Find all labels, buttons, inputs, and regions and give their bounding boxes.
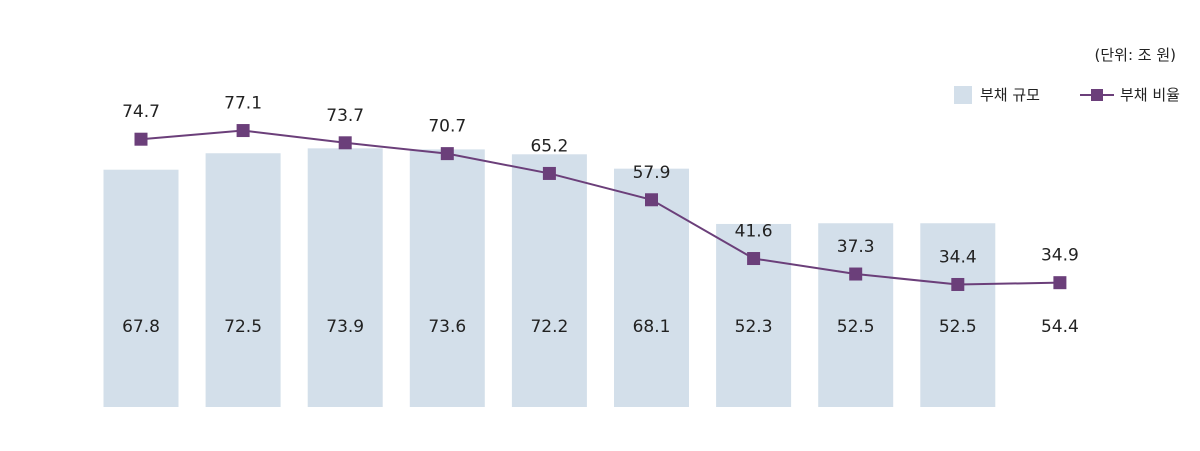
line-value-label: 77.1 <box>224 94 262 114</box>
bar-value-label: 68.1 <box>633 317 671 337</box>
bar <box>920 223 996 407</box>
bar-value-label: 73.9 <box>326 317 364 337</box>
legend-line-marker <box>1079 86 1114 104</box>
bar <box>205 153 281 407</box>
line-point <box>338 136 352 150</box>
line-point <box>951 277 965 291</box>
bar <box>103 169 179 407</box>
bar <box>716 223 792 407</box>
bar-value-label: 73.6 <box>428 317 466 337</box>
line-point <box>440 147 454 161</box>
line-value-label: 65.2 <box>530 136 568 156</box>
line-value-label: 57.9 <box>633 163 671 183</box>
unit-label: (단위: 조 원) <box>1094 46 1177 64</box>
line-point <box>645 193 658 207</box>
bar-value-labels: 67.8 72.5 73.9 73.6 72.2 68.1 52.3 52.5 52.5 54.4 <box>122 317 1079 337</box>
line-point <box>236 124 250 138</box>
bar-value-label: 52.3 <box>735 317 773 337</box>
line-value-label: 74.7 <box>122 102 160 122</box>
line-value-label: 34.4 <box>939 247 977 267</box>
bar-value-label: 52.5 <box>837 317 875 337</box>
bar <box>409 149 485 407</box>
line-value-labels: 74.7 77.1 73.7 70.7 65.2 57.9 41.6 37.3 34.4 34.9 <box>122 94 1079 268</box>
bar <box>614 168 689 407</box>
bar-value-label: 72.2 <box>530 317 568 337</box>
bar-value-label: 54.4 <box>1041 317 1079 337</box>
line-value-label: 70.7 <box>428 117 466 137</box>
legend-line-label: 부채 비율 <box>1119 86 1180 104</box>
line-point <box>542 166 556 180</box>
line-value-label: 37.3 <box>837 237 875 257</box>
bar <box>307 148 383 407</box>
bar-series <box>103 148 996 407</box>
line-point <box>849 267 863 281</box>
line-point <box>1053 276 1067 290</box>
line-point <box>134 132 148 146</box>
line-point <box>747 252 761 266</box>
bar <box>818 223 894 407</box>
line-series <box>134 124 1067 291</box>
legend: 부채 규모 부채 비율 <box>954 84 1180 105</box>
line-value-label: 34.9 <box>1041 246 1079 266</box>
line-value-label: 73.7 <box>326 106 364 126</box>
line-value-label: 41.6 <box>735 222 773 242</box>
bar <box>511 154 587 407</box>
bar-value-label: 52.5 <box>939 317 977 337</box>
bar-value-label: 67.8 <box>122 317 160 337</box>
legend-bar-swatch <box>954 85 972 104</box>
legend-bar-label: 부채 규모 <box>980 86 1040 104</box>
bar-value-label: 72.5 <box>224 317 262 337</box>
legend-item-bar: 부채 규모 <box>954 84 1040 105</box>
legend-item-line: 부채 비율 <box>1079 84 1180 105</box>
line-path <box>140 129 1060 286</box>
